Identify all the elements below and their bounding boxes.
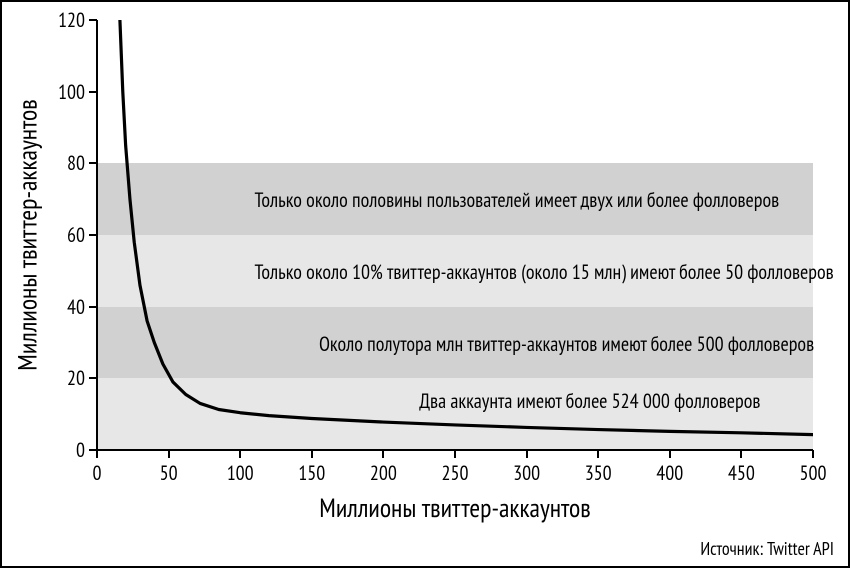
y-tick: [89, 91, 97, 93]
y-tick-label: 80: [67, 150, 85, 176]
x-tick: [526, 450, 528, 458]
y-tick-label: 0: [76, 437, 85, 463]
y-tick: [89, 162, 97, 164]
x-tick: [311, 450, 313, 458]
y-tick-label: 100: [58, 79, 85, 105]
annotation: Только около половины пользователей имее…: [255, 187, 780, 213]
x-tick-label: 350: [585, 460, 612, 486]
y-tick-label: 60: [67, 222, 85, 248]
x-tick-label: 300: [513, 460, 540, 486]
x-axis-title: Миллионы твиттер-аккаунтов: [319, 492, 590, 525]
x-tick: [454, 450, 456, 458]
x-tick-label: 450: [728, 460, 755, 486]
x-tick: [382, 450, 384, 458]
x-tick: [239, 450, 241, 458]
x-tick-label: 250: [442, 460, 469, 486]
x-tick: [740, 450, 742, 458]
x-tick: [669, 450, 671, 458]
y-tick-label: 20: [67, 365, 85, 391]
chart-frame: 0 50 100 150 200 250 300 350 400 450 500 0 20 40 60 80 1…: [0, 0, 850, 568]
x-tick-label: 0: [93, 460, 102, 486]
annotation: Только около 10% твиттер-аккаунтов (окол…: [255, 259, 834, 285]
y-tick: [89, 306, 97, 308]
x-tick: [168, 450, 170, 458]
x-tick: [96, 450, 98, 458]
x-tick: [597, 450, 599, 458]
y-tick: [89, 234, 97, 236]
y-tick-label: 120: [58, 7, 85, 33]
x-tick-label: 200: [370, 460, 397, 486]
x-tick-label: 100: [227, 460, 254, 486]
plot-area: 0501001502002503003504004505000204060801…: [97, 20, 813, 450]
x-tick-label: 400: [656, 460, 683, 486]
curve: [97, 20, 813, 450]
y-tick-label: 40: [67, 294, 85, 320]
y-tick: [89, 377, 97, 379]
source-label: Источник: Twitter API: [700, 537, 834, 560]
x-tick-label: 500: [800, 460, 827, 486]
y-tick: [89, 449, 97, 451]
x-tick: [812, 450, 814, 458]
y-axis-title: Миллионы твиттер-аккаунтов: [12, 99, 45, 370]
x-tick-label: 150: [298, 460, 325, 486]
x-tick-label: 50: [160, 460, 178, 486]
annotation: Два аккаунта имеют более 524 000 фоллове…: [419, 388, 760, 414]
annotation: Около полутора млн твиттер-аккаунтов име…: [319, 331, 814, 357]
y-tick: [89, 19, 97, 21]
